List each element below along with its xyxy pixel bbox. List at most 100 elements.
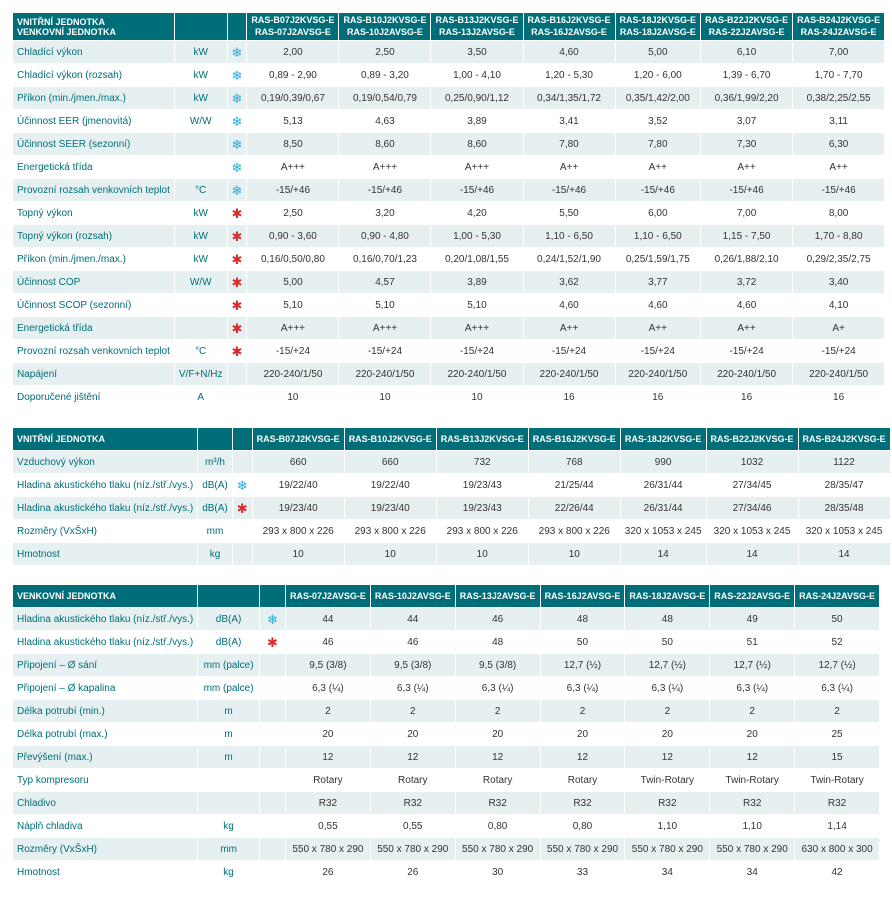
model-col-6: RAS-24J2AVSG-E <box>795 585 880 608</box>
cell-value: -15/+24 <box>431 340 523 363</box>
cell-value: 732 <box>436 451 528 474</box>
mode-empty <box>232 451 252 474</box>
cell-value: 0,90 - 3,60 <box>247 225 339 248</box>
cell-value: 12 <box>285 746 370 769</box>
cell-value: 990 <box>620 451 706 474</box>
row-label: Náplň chladiva <box>13 815 198 838</box>
spec-table-main: VNITŘNÍ JEDNOTKAVENKOVNÍ JEDNOTKA RAS-B0… <box>12 12 885 409</box>
table-row: Účinnost COPW/W✱5,004,573,893,623,773,72… <box>13 271 885 294</box>
cell-value: 20 <box>285 723 370 746</box>
model-col-0: RAS-B07J2KVSG-E <box>252 428 344 451</box>
mode-empty <box>259 746 285 769</box>
cell-value: 10 <box>247 386 339 409</box>
row-label: Provozní rozsah venkovních teplot <box>13 340 175 363</box>
cell-value: 19/23/43 <box>436 474 528 497</box>
row-label: Energetická třída <box>13 156 175 179</box>
cell-value: 0,35/1,42/2,00 <box>615 87 701 110</box>
cell-value: 0,29/2,35/2,75 <box>793 248 885 271</box>
row-unit: m <box>198 746 260 769</box>
cell-value: 12,7 (½) <box>795 654 880 677</box>
model-col-1: RAS-B10J2KVSG-E <box>344 428 436 451</box>
sun-icon: ✱ <box>227 202 247 225</box>
row-unit: kg <box>198 815 260 838</box>
cell-value: 0,89 - 2,90 <box>247 64 339 87</box>
table-row: Rozměry (VxŠxH)mm550 x 780 x 290550 x 78… <box>13 838 880 861</box>
cell-value: A++ <box>615 156 701 179</box>
cell-value: 6,00 <box>615 202 701 225</box>
cell-value: 9,5 (3/8) <box>285 654 370 677</box>
cell-value: A+++ <box>247 317 339 340</box>
cell-value: 1,39 - 6,70 <box>701 64 793 87</box>
row-label: Připojení – Ø kapalina <box>13 677 198 700</box>
cell-value: -15/+46 <box>615 179 701 202</box>
cell-value: 1,10 <box>710 815 795 838</box>
row-unit: mm <box>198 520 233 543</box>
model-col-2: RAS-13J2AVSG-E <box>455 585 540 608</box>
sun-icon: ✱ <box>227 271 247 294</box>
cell-value: Rotary <box>455 769 540 792</box>
table-row: Hladina akustického tlaku (níz./stř./vys… <box>13 631 880 654</box>
cell-value: 660 <box>252 451 344 474</box>
cell-value: 0,19/0,54/0,79 <box>339 87 431 110</box>
cell-value: 1122 <box>798 451 890 474</box>
cell-value: 5,13 <box>247 110 339 133</box>
row-unit: kW <box>174 64 227 87</box>
cell-value: A+++ <box>431 156 523 179</box>
spec-table-indoor: VNITŘNÍ JEDNOTKA RAS-B07J2KVSG-E RAS-B10… <box>12 427 891 566</box>
cell-value: 20 <box>370 723 455 746</box>
cell-value: 550 x 780 x 290 <box>710 838 795 861</box>
cell-value: 550 x 780 x 290 <box>455 838 540 861</box>
cell-value: -15/+24 <box>615 340 701 363</box>
cell-value: 0,20/1,08/1,55 <box>431 248 523 271</box>
row-label: Účinnost SCOP (sezonní) <box>13 294 175 317</box>
cell-value: 33 <box>540 861 625 884</box>
cell-value: 34 <box>625 861 710 884</box>
cell-value: A+++ <box>339 317 431 340</box>
cell-value: 7,00 <box>793 41 885 64</box>
cell-value: 0,25/1,59/1,75 <box>615 248 701 271</box>
cell-value: 220-240/1/50 <box>793 363 885 386</box>
cell-value: 10 <box>339 386 431 409</box>
row-label: Doporučené jištění <box>13 386 175 409</box>
table-row: Doporučené jištěníA10101016161616 <box>13 386 885 409</box>
cell-value: 3,52 <box>615 110 701 133</box>
table-row: Připojení – Ø kapalinamm (palce)6,3 (¼)6… <box>13 677 880 700</box>
cell-value: 2,00 <box>247 41 339 64</box>
cell-value: 10 <box>431 386 523 409</box>
cell-value: A+++ <box>339 156 431 179</box>
cell-value: 1,70 - 8,80 <box>793 225 885 248</box>
cell-value: 12,7 (½) <box>710 654 795 677</box>
cell-value: 19/23/40 <box>252 497 344 520</box>
header-icon-col <box>227 13 247 41</box>
cell-value: 4,57 <box>339 271 431 294</box>
cell-value: 12 <box>455 746 540 769</box>
table-row: Délka potrubí (min.)m2222222 <box>13 700 880 723</box>
mode-empty <box>259 723 285 746</box>
row-label: Hladina akustického tlaku (níz./stř./vys… <box>13 608 198 631</box>
cell-value: -15/+46 <box>247 179 339 202</box>
cell-value: 50 <box>625 631 710 654</box>
cell-value: 12,7 (½) <box>625 654 710 677</box>
cell-value: 1,20 - 5,30 <box>523 64 615 87</box>
cell-value: -15/+24 <box>247 340 339 363</box>
row-label: Energetická třída <box>13 317 175 340</box>
snowflake-icon: ❄ <box>227 179 247 202</box>
cell-value: 0,80 <box>540 815 625 838</box>
cell-value: 6,3 (¼) <box>795 677 880 700</box>
row-unit <box>174 156 227 179</box>
cell-value: -15/+24 <box>523 340 615 363</box>
cell-value: -15/+46 <box>793 179 885 202</box>
cell-value: 20 <box>540 723 625 746</box>
cell-value: 6,3 (¼) <box>710 677 795 700</box>
cell-value: 1,15 - 7,50 <box>701 225 793 248</box>
cell-value: 5,10 <box>431 294 523 317</box>
row-label: Délka potrubí (max.) <box>13 723 198 746</box>
row-unit: mm (palce) <box>198 654 260 677</box>
cell-value: 10 <box>436 543 528 566</box>
cell-value: 550 x 780 x 290 <box>625 838 710 861</box>
cell-value: 3,20 <box>339 202 431 225</box>
cell-value: 27/34/46 <box>706 497 798 520</box>
cell-value: A++ <box>523 317 615 340</box>
cell-value: 320 x 1053 x 245 <box>798 520 890 543</box>
cell-value: 2,50 <box>247 202 339 225</box>
